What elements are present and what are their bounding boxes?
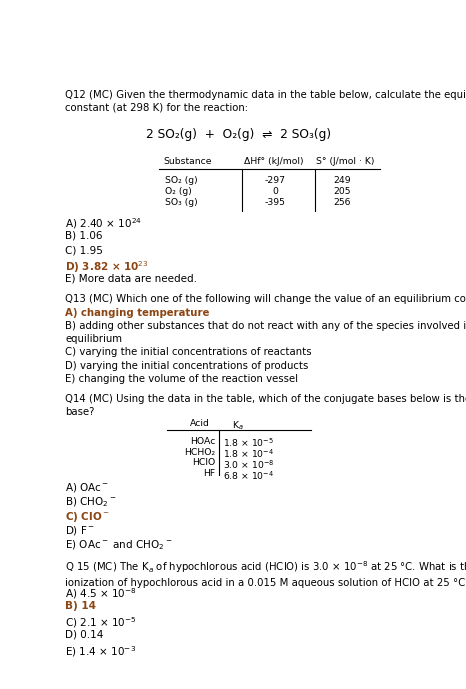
Text: 1.8 × 10$^{-5}$: 1.8 × 10$^{-5}$	[223, 437, 274, 449]
Text: -297: -297	[264, 176, 286, 185]
Text: ΔHf° (kJ/mol): ΔHf° (kJ/mol)	[244, 158, 304, 167]
Text: HF: HF	[203, 469, 215, 478]
Text: HClO: HClO	[192, 458, 215, 467]
Text: SO₃ (g): SO₃ (g)	[165, 198, 198, 207]
Text: E) More data are needed.: E) More data are needed.	[65, 274, 198, 284]
Text: Acid: Acid	[190, 419, 210, 428]
Text: C) 1.95: C) 1.95	[65, 245, 103, 255]
Text: D) F$^-$: D) F$^-$	[65, 524, 96, 537]
Text: B) 1.06: B) 1.06	[65, 231, 103, 240]
Text: K$_a$: K$_a$	[232, 419, 243, 431]
Text: Substance: Substance	[163, 158, 212, 167]
Text: 1.8 × 10$^{-4}$: 1.8 × 10$^{-4}$	[223, 448, 274, 460]
Text: -395: -395	[265, 198, 285, 207]
Text: C) ClO$^-$: C) ClO$^-$	[65, 510, 110, 524]
Text: D) varying the initial concentrations of products: D) varying the initial concentrations of…	[65, 360, 309, 371]
Text: Q13 (MC) Which one of the following will change the value of an equilibrium cons: Q13 (MC) Which one of the following will…	[65, 294, 466, 305]
Text: 0: 0	[272, 187, 278, 196]
Text: B) adding other substances that do not react with any of the species involved in: B) adding other substances that do not r…	[65, 321, 466, 344]
Text: B) CHO$_2$$^-$: B) CHO$_2$$^-$	[65, 495, 117, 509]
Text: Q14 (MC) Using the data in the table, which of the conjugate bases below is the : Q14 (MC) Using the data in the table, wh…	[65, 393, 466, 417]
Text: 205: 205	[333, 187, 350, 196]
Text: A) 4.5 × 10$^{-8}$: A) 4.5 × 10$^{-8}$	[65, 587, 137, 601]
Text: HCHO₂: HCHO₂	[184, 448, 215, 457]
Text: E) changing the volume of the reaction vessel: E) changing the volume of the reaction v…	[65, 374, 299, 384]
Text: SO₂ (g): SO₂ (g)	[165, 176, 198, 185]
Text: 249: 249	[333, 176, 350, 185]
Text: C) varying the initial concentrations of reactants: C) varying the initial concentrations of…	[65, 347, 312, 358]
Text: A) changing temperature: A) changing temperature	[65, 307, 210, 318]
Text: 6.8 × 10$^{-4}$: 6.8 × 10$^{-4}$	[223, 469, 274, 482]
Text: D) 0.14: D) 0.14	[65, 630, 104, 639]
Text: E) OAc$^-$ and CHO$_2$$^-$: E) OAc$^-$ and CHO$_2$$^-$	[65, 538, 173, 552]
Text: A) 2.40 × 10$^{24}$: A) 2.40 × 10$^{24}$	[65, 216, 143, 232]
Text: C) 2.1 × 10$^{-5}$: C) 2.1 × 10$^{-5}$	[65, 615, 137, 630]
Text: S° (J/mol · K): S° (J/mol · K)	[316, 158, 375, 167]
Text: HOAc: HOAc	[190, 437, 215, 446]
Text: 2 SO₂(g)  +  O₂(g)  ⇌  2 SO₃(g): 2 SO₂(g) + O₂(g) ⇌ 2 SO₃(g)	[146, 128, 331, 141]
Text: D) 3.82 × 10$^{23}$: D) 3.82 × 10$^{23}$	[65, 259, 149, 275]
Text: A) OAc$^-$: A) OAc$^-$	[65, 481, 110, 494]
Text: Q 15 (MC) The K$_a$ of hypochlorous acid (HClO) is 3.0 × 10$^{-8}$ at 25 °C. Wha: Q 15 (MC) The K$_a$ of hypochlorous acid…	[65, 559, 466, 588]
Text: 256: 256	[333, 198, 350, 207]
Text: B) 14: B) 14	[65, 601, 96, 611]
Text: Q12 (MC) Given the thermodynamic data in the table below, calculate the equilibr: Q12 (MC) Given the thermodynamic data in…	[65, 90, 466, 113]
Text: O₂ (g): O₂ (g)	[165, 187, 192, 196]
Text: E) 1.4 × 10$^{-3}$: E) 1.4 × 10$^{-3}$	[65, 644, 137, 659]
Text: 3.0 × 10$^{-8}$: 3.0 × 10$^{-8}$	[223, 458, 274, 471]
